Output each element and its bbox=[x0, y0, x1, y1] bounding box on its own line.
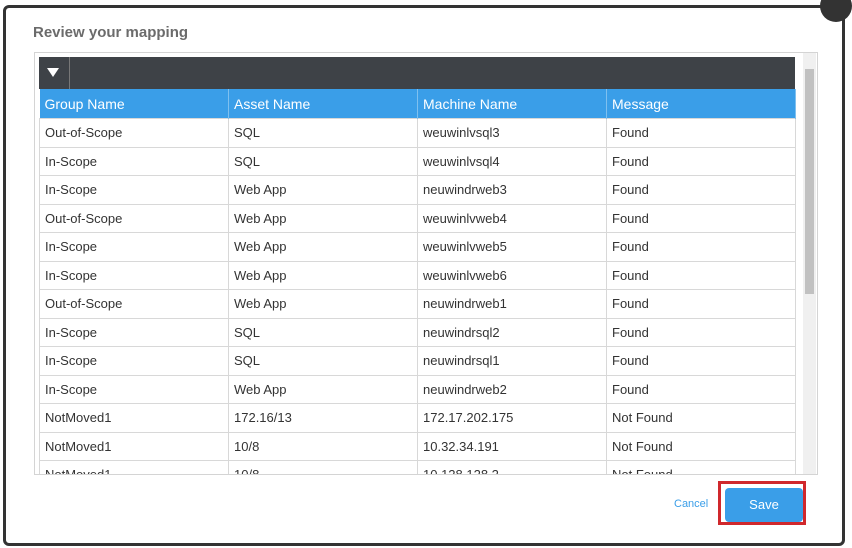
table-cell: NotMoved1 bbox=[39, 403, 229, 433]
table-cell: 10/8 bbox=[228, 431, 418, 461]
table-row: In-Scope Web App neuwindrweb3 Found bbox=[39, 175, 796, 205]
table-cell: Not Found bbox=[606, 403, 796, 433]
table-cell: neuwindrweb2 bbox=[417, 374, 607, 404]
table-cell: neuwindrsql2 bbox=[417, 317, 607, 347]
table-cell: Web App bbox=[228, 260, 418, 290]
column-header: Asset Name bbox=[228, 89, 418, 119]
table-cell: In-Scope bbox=[39, 232, 229, 262]
header-row: Group Name Asset Name Machine Name Message bbox=[39, 89, 796, 119]
table-cell: Not Found bbox=[606, 460, 796, 474]
table-body: Out-of-Scope SQL weuwinlvsql3 Found In-Scope… bbox=[39, 118, 796, 474]
table-cell: Found bbox=[606, 118, 796, 148]
scroll-thumb[interactable] bbox=[805, 69, 814, 294]
table-cell: Found bbox=[606, 175, 796, 205]
cancel-button[interactable]: Cancel bbox=[674, 498, 709, 510]
table-row: In-Scope Web App weuwinlvweb5 Found bbox=[39, 232, 796, 262]
table-row: Out-of-Scope Web App neuwindrweb1 Found bbox=[39, 289, 796, 319]
table-cell: 10.32.34.191 bbox=[417, 431, 607, 461]
table-row: In-Scope Web App neuwindrweb2 Found bbox=[39, 374, 796, 404]
table-cell: Web App bbox=[228, 374, 418, 404]
table-cell: SQL bbox=[228, 146, 418, 176]
table-cell: In-Scope bbox=[39, 346, 229, 376]
table-cell: In-Scope bbox=[39, 175, 229, 205]
grid-toolbar bbox=[39, 57, 795, 89]
table-row: In-Scope SQL neuwindrsql1 Found bbox=[39, 346, 796, 376]
table-cell: neuwindrweb3 bbox=[417, 175, 607, 205]
table-cell: Found bbox=[606, 346, 796, 376]
table-cell: In-Scope bbox=[39, 374, 229, 404]
table-cell: Out-of-Scope bbox=[39, 289, 229, 319]
table-row: NotMoved1 10/8 10.128.128.2 Not Found bbox=[39, 460, 796, 474]
table-row: In-Scope Web App weuwinlvweb6 Found bbox=[39, 260, 796, 290]
table-cell: In-Scope bbox=[39, 317, 229, 347]
table-cell: NotMoved1 bbox=[39, 460, 229, 474]
table-cell: Found bbox=[606, 260, 796, 290]
table-cell: weuwinlvweb6 bbox=[417, 260, 607, 290]
table-cell: 172.16/13 bbox=[228, 403, 418, 433]
table-cell: 10/8 bbox=[228, 460, 418, 474]
mapping-table: Group Name Asset Name Machine Name Message … bbox=[39, 89, 796, 474]
table-cell: Web App bbox=[228, 175, 418, 205]
highlight-box bbox=[718, 481, 806, 525]
table-cell: Web App bbox=[228, 289, 418, 319]
table-row: In-Scope SQL neuwindrsql2 Found bbox=[39, 317, 796, 347]
table-cell: Out-of-Scope bbox=[39, 203, 229, 233]
table-cell: weuwinlvsql3 bbox=[417, 118, 607, 148]
scrollbar[interactable] bbox=[803, 53, 816, 474]
table-cell: neuwindrweb1 bbox=[417, 289, 607, 319]
table-cell: Found bbox=[606, 146, 796, 176]
table-cell: Found bbox=[606, 232, 796, 262]
dropdown-icon bbox=[47, 68, 59, 77]
menu-button[interactable] bbox=[39, 57, 70, 89]
table-cell: Web App bbox=[228, 232, 418, 262]
column-header: Message bbox=[606, 89, 796, 119]
table-row: NotMoved1 10/8 10.32.34.191 Not Found bbox=[39, 431, 796, 461]
table-row: Out-of-Scope SQL weuwinlvsql3 Found bbox=[39, 118, 796, 148]
table-cell: Found bbox=[606, 289, 796, 319]
column-header: Machine Name bbox=[417, 89, 607, 119]
column-header: Group Name bbox=[39, 89, 229, 119]
save-button[interactable]: Save bbox=[725, 488, 803, 522]
table-cell: 10.128.128.2 bbox=[417, 460, 607, 474]
grid: Group Name Asset Name Machine Name Message … bbox=[34, 52, 818, 475]
table-cell: Found bbox=[606, 203, 796, 233]
table-cell: weuwinlvweb4 bbox=[417, 203, 607, 233]
table-cell: Found bbox=[606, 374, 796, 404]
table-cell: Web App bbox=[228, 203, 418, 233]
table-row: NotMoved1 172.16/13 172.17.202.175 Not Foun… bbox=[39, 403, 796, 433]
table-row: Out-of-Scope Web App weuwinlvweb4 Found bbox=[39, 203, 796, 233]
table-cell: NotMoved1 bbox=[39, 431, 229, 461]
table-cell: In-Scope bbox=[39, 260, 229, 290]
table-cell: Found bbox=[606, 317, 796, 347]
table-cell: 172.17.202.175 bbox=[417, 403, 607, 433]
table-cell: weuwinlvsql4 bbox=[417, 146, 607, 176]
table-cell: SQL bbox=[228, 346, 418, 376]
dialog-title: Review your mapping bbox=[33, 24, 189, 41]
table-cell: In-Scope bbox=[39, 146, 229, 176]
table-cell: neuwindrsql1 bbox=[417, 346, 607, 376]
table-cell: Not Found bbox=[606, 431, 796, 461]
table-cell: weuwinlvweb5 bbox=[417, 232, 607, 262]
table-row: In-Scope SQL weuwinlvsql4 Found bbox=[39, 146, 796, 176]
table-cell: Out-of-Scope bbox=[39, 118, 229, 148]
table-cell: SQL bbox=[228, 118, 418, 148]
close-button[interactable] bbox=[820, 0, 852, 22]
dialog: Review your mapping Group Name Asset Name… bbox=[3, 5, 845, 546]
table-cell: SQL bbox=[228, 317, 418, 347]
